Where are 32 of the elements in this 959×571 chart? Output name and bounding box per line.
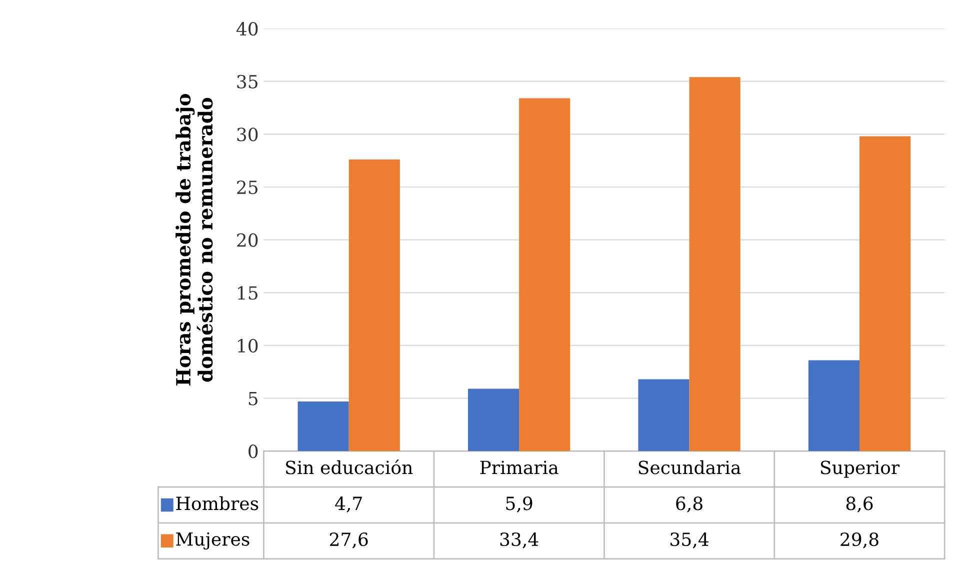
y-tick-label: 25 <box>237 180 258 194</box>
data-label: 27,6 <box>330 532 368 548</box>
y-tick-label: 5 <box>248 392 258 406</box>
y-tick-label: 40 <box>236 22 258 36</box>
x-tick-label: Sin educación <box>286 460 413 474</box>
bar <box>808 360 860 452</box>
x-tick-label: Primaria <box>480 460 558 474</box>
bar <box>519 98 570 452</box>
bar <box>298 401 349 452</box>
y-tick-label: 35 <box>237 74 258 88</box>
x-tick-label: Secundaria <box>638 460 741 474</box>
y-axis-title: Horas promedio de trabajo doméstico no remunerado <box>176 94 213 386</box>
y-tick-label: 10 <box>238 338 258 353</box>
bar <box>468 388 520 452</box>
bar <box>348 160 400 452</box>
legend-label: Hombres <box>176 496 258 510</box>
y-tick-label: 15 <box>238 286 258 300</box>
bar <box>638 379 690 452</box>
x-tick-label: Superior <box>820 460 900 478</box>
y-tick-label: 30 <box>237 128 258 142</box>
y-tick-label: 0 <box>248 444 258 458</box>
data-label: 5,9 <box>506 496 532 512</box>
bar <box>689 77 740 452</box>
data-label: 29,8 <box>840 532 878 548</box>
data-label: 8,6 <box>846 496 873 512</box>
data-label: 6,8 <box>676 496 702 512</box>
bar <box>860 136 911 452</box>
data-label: 33,4 <box>500 532 538 548</box>
data-label: 35,4 <box>670 532 708 548</box>
y-tick-label: 20 <box>237 233 258 247</box>
legend-label: Mujeres <box>176 532 250 550</box>
data-label: 4,7 <box>335 496 362 512</box>
